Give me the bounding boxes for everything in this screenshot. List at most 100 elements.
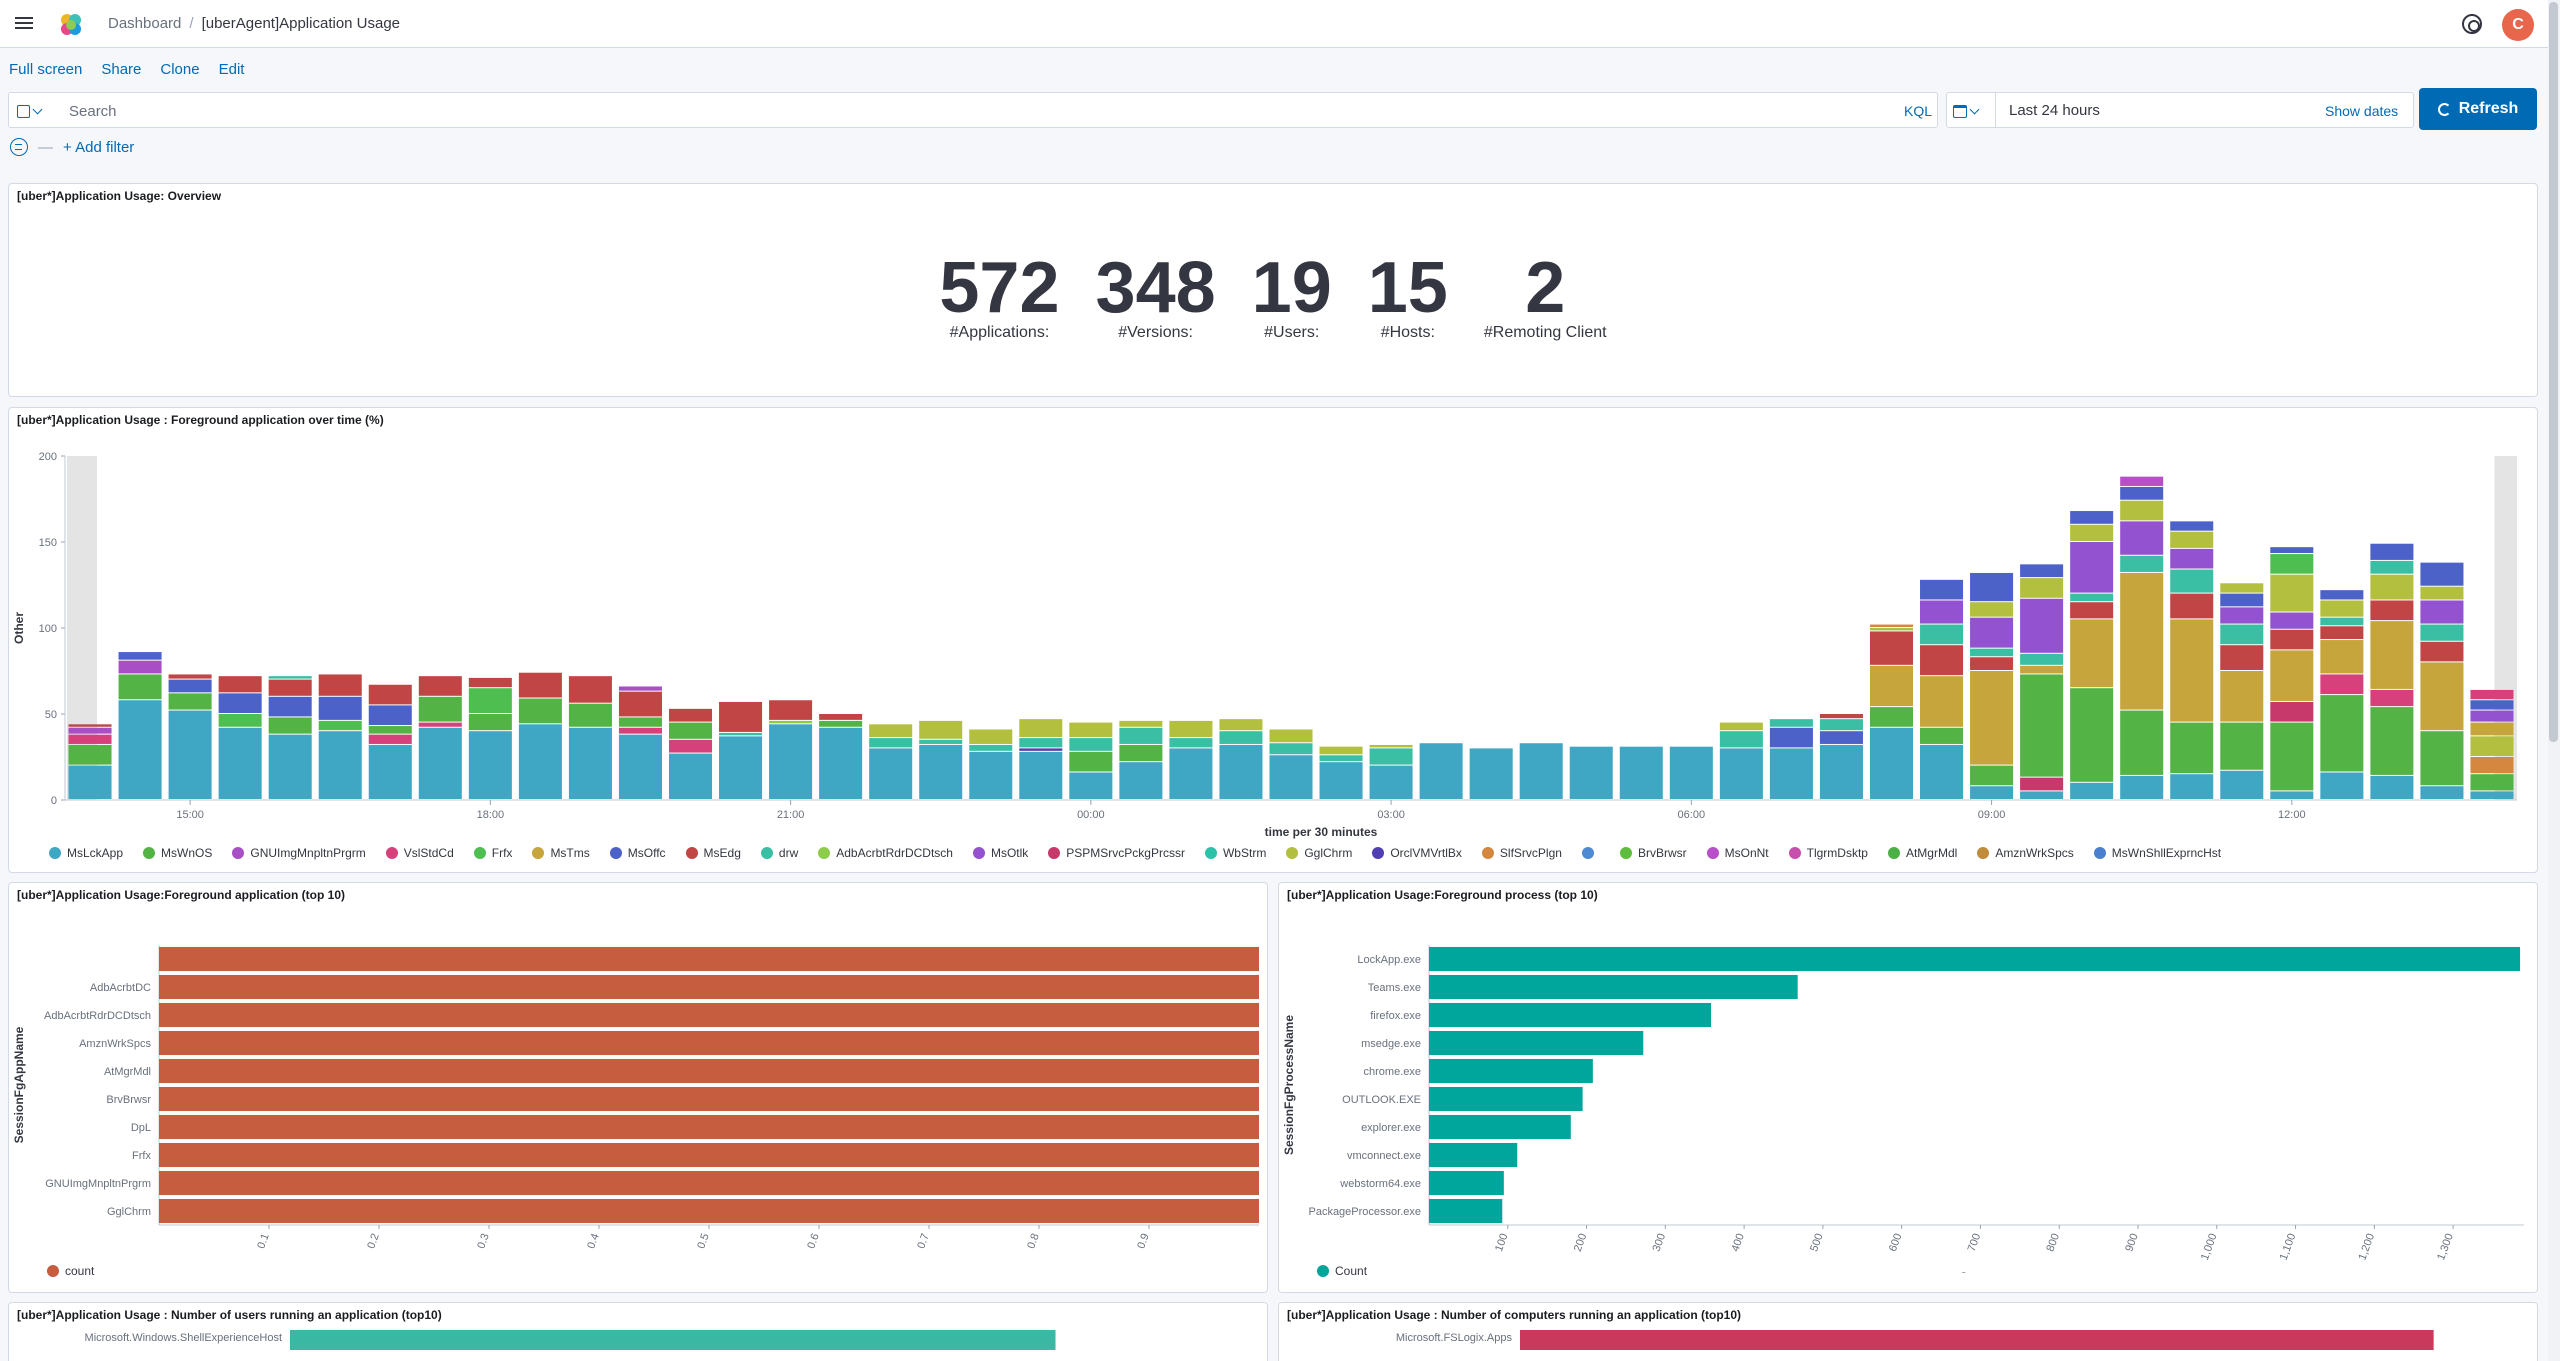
bar-segment: [2270, 547, 2314, 554]
metric-hosts: 15 #Hosts:: [1368, 252, 1448, 342]
menu-icon[interactable]: [14, 14, 34, 34]
help-icon[interactable]: [2462, 14, 2482, 34]
bar-segment: [2320, 772, 2364, 799]
bar-segment: [869, 748, 913, 799]
metric-versions: 348 #Versions:: [1096, 252, 1216, 342]
quick-menu-button[interactable]: [1953, 102, 1991, 120]
legend-item[interactable]: GglChrm: [1286, 846, 1352, 860]
bar-segment: [568, 727, 612, 799]
legend-dot: [1619, 847, 1632, 859]
bar-segment: [168, 674, 212, 679]
legend-item[interactable]: WbStrm: [1204, 846, 1266, 860]
bar-segment: [2020, 653, 2064, 665]
bar: [159, 946, 1259, 972]
legend-item[interactable]: count: [47, 1264, 94, 1278]
bar-segment: [1269, 743, 1313, 755]
legend-item[interactable]: MsTms: [532, 846, 590, 860]
x-tick-label: 00:00: [1077, 809, 1105, 821]
category-label: Microsoft.Windows.ShellExperienceHost: [85, 1332, 282, 1344]
edit-link[interactable]: Edit: [218, 61, 245, 78]
bar-segment: [2270, 629, 2314, 650]
legend-label: BrvBrwsr: [1637, 846, 1687, 860]
bar-segment: [1970, 657, 2014, 670]
bar-segment: [1019, 719, 1063, 738]
legend-item[interactable]: BrvBrwsr: [1619, 846, 1687, 860]
users-per-app-chart: Microsoft.Windows.ShellExperienceHost: [85, 1330, 1056, 1350]
legend-item[interactable]: [1581, 846, 1600, 860]
kql-toggle[interactable]: KQL: [1904, 103, 1933, 119]
clone-link[interactable]: Clone: [160, 61, 200, 78]
bar: [159, 1086, 1259, 1112]
panel-title: [uber*]Application Usage: Overview: [17, 189, 222, 203]
bar: [1429, 974, 1798, 1000]
breadcrumb-dashboard[interactable]: Dashboard: [108, 15, 182, 32]
bar: [290, 1330, 1056, 1350]
x-tick-label: 100: [1493, 1232, 1511, 1253]
legend-item[interactable]: MsWnShllExprncHst: [2093, 846, 2221, 860]
legend-item[interactable]: MsLckApp: [49, 846, 123, 860]
legend-item[interactable]: Frfx: [473, 846, 512, 860]
legend-item[interactable]: MsEdg: [685, 846, 741, 860]
legend-item[interactable]: MsWnOS: [143, 846, 212, 860]
legend-item[interactable]: AtMgrMdl: [1887, 846, 1957, 860]
bar-segment: [368, 684, 412, 705]
bar-segment: [1669, 746, 1713, 799]
category-label: Microsoft.FSLogix.Apps: [1396, 1332, 1513, 1344]
add-filter-button[interactable]: + Add filter: [63, 138, 135, 156]
bar-segment: [468, 714, 512, 731]
legend-item[interactable]: MsOtlk: [972, 846, 1028, 860]
bar-segment: [568, 676, 612, 703]
bar-segment: [618, 686, 662, 691]
legend-item[interactable]: AdbAcrbtRdrDCDtsch: [818, 846, 953, 860]
metric-label: #Remoting Client: [1483, 324, 1607, 341]
bar-segment: [68, 765, 112, 799]
bar-segment: [1920, 676, 1964, 727]
bar-segment: [1069, 738, 1113, 751]
panel-title: [uber*]Application Usage : Foreground ap…: [17, 413, 384, 427]
legend-item[interactable]: PSPMSrvcPckgPrcssr: [1048, 846, 1185, 860]
bar-segment: [719, 732, 763, 736]
bar-segment: [2020, 564, 2064, 578]
legend-dot: [685, 847, 698, 859]
dashboard-actions: Full screen Share Clone Edit: [9, 61, 244, 78]
full-screen-link[interactable]: Full screen: [9, 61, 83, 78]
user-avatar[interactable]: C: [2502, 9, 2534, 41]
refresh-button[interactable]: Refresh: [2419, 88, 2537, 130]
legend-dot: [818, 847, 831, 859]
legend-item[interactable]: VslStdCd: [385, 846, 454, 860]
x-tick-label: 500: [1808, 1232, 1826, 1253]
panel-title: [uber*]Application Usage:Foreground proc…: [1287, 888, 1598, 902]
bar-segment: [118, 674, 162, 700]
legend-item[interactable]: OrclVMVrtlBx: [1372, 846, 1462, 860]
bar-segment: [318, 696, 362, 720]
saved-query-menu[interactable]: [17, 103, 51, 119]
legend-item[interactable]: MsOnNt: [1706, 846, 1769, 860]
time-range-value[interactable]: Last 24 hours: [2009, 102, 2100, 119]
legend-item[interactable]: TlgrmDsktp: [1788, 846, 1868, 860]
bar-segment: [2020, 791, 2064, 799]
elastic-logo[interactable]: [58, 12, 84, 38]
bar-segment: [1920, 600, 1964, 624]
scrollbar-thumb[interactable]: [2549, 2, 2558, 742]
legend-dot: [1372, 847, 1385, 859]
bar-segment: [1970, 617, 2014, 648]
legend-item[interactable]: Count: [1317, 1264, 1367, 1278]
bar-segment: [769, 720, 813, 724]
filter-options-icon[interactable]: [10, 138, 28, 156]
legend-item[interactable]: MsOffc: [609, 846, 666, 860]
bar-segment: [2470, 710, 2514, 722]
share-link[interactable]: Share: [101, 61, 142, 78]
legend-item[interactable]: SlfSrvcPlgn: [1481, 846, 1562, 860]
category-label: AtMgrMdl: [104, 1066, 151, 1078]
timeline-panel: [uber*]Application Usage : Foreground ap…: [8, 407, 2538, 873]
bar-segment: [819, 714, 863, 720]
bar-segment: [819, 720, 863, 727]
legend-dot: [1788, 847, 1801, 859]
legend-item[interactable]: GNUImgMnpltnPrgrm: [232, 846, 366, 860]
show-dates-link[interactable]: Show dates: [2325, 103, 2399, 119]
legend-item[interactable]: AmznWrkSpcs: [1977, 846, 2074, 860]
bar-segment: [1869, 631, 1914, 665]
legend-item[interactable]: drw: [760, 846, 798, 860]
search-input[interactable]: [69, 100, 1849, 122]
bar-segment: [1819, 744, 1863, 799]
